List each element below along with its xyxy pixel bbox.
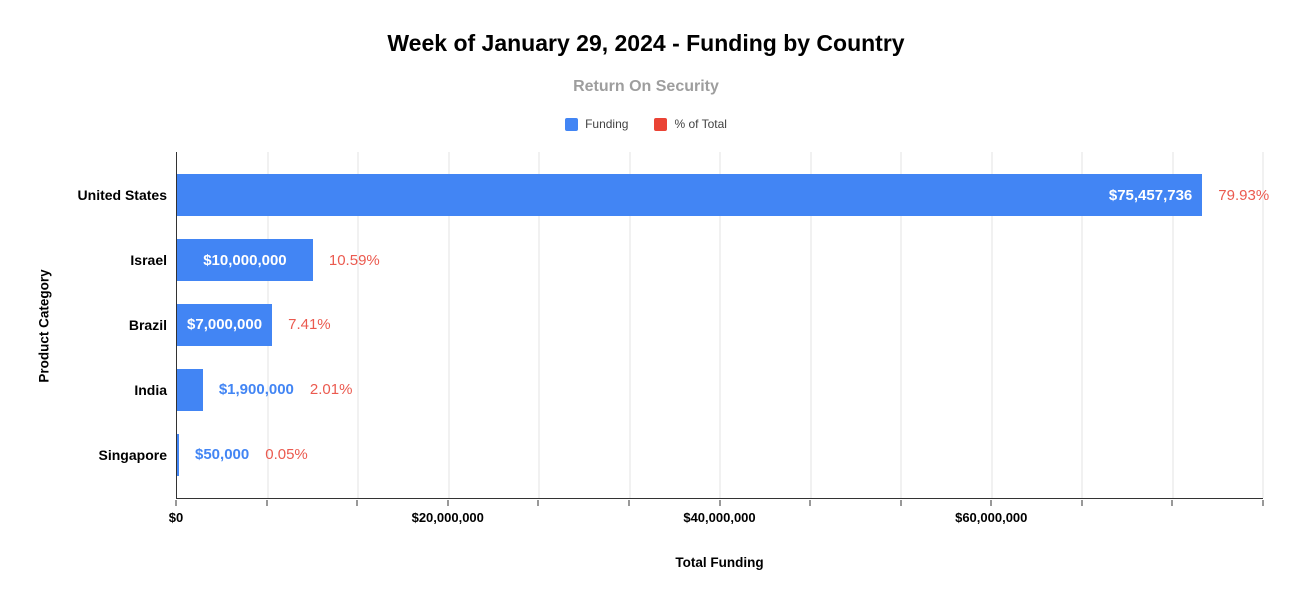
percent-label: 79.93% bbox=[1218, 186, 1270, 204]
tick-label: $60,000,000 bbox=[955, 510, 1028, 525]
chart-subtitle: Return On Security bbox=[573, 78, 719, 95]
tick-mark bbox=[447, 500, 449, 506]
tick-mark bbox=[537, 500, 539, 506]
tick-mark bbox=[266, 500, 268, 506]
x-axis-title: Total Funding bbox=[675, 555, 764, 570]
gridline bbox=[1262, 152, 1264, 498]
gridline bbox=[991, 152, 992, 498]
x-axis-tick-marks bbox=[175, 500, 1264, 506]
funding-bar: $10,000,000 bbox=[177, 239, 313, 282]
category-label: India bbox=[134, 381, 167, 398]
legend-label: Funding bbox=[585, 117, 629, 131]
legend-item: Funding bbox=[565, 117, 628, 131]
legend-item: % of Total bbox=[654, 117, 727, 131]
category-label: Singapore bbox=[98, 446, 167, 463]
funding-value-label: $1,900,000 bbox=[218, 381, 294, 399]
percent-label: 2.01% bbox=[309, 381, 353, 399]
category-label: United States bbox=[77, 187, 167, 204]
percent-label: 0.05% bbox=[265, 446, 308, 464]
bar-row: Singapore $50,000 0.05% bbox=[99, 422, 1263, 487]
funding-bar bbox=[177, 433, 179, 476]
funding-value-label: $10,000,000 bbox=[203, 251, 287, 269]
funding-bar: $75,457,736 bbox=[177, 174, 1203, 217]
funding-bar bbox=[177, 368, 203, 411]
tick-mark bbox=[628, 500, 630, 506]
gridline bbox=[719, 152, 721, 498]
category-label: Brazil bbox=[128, 316, 167, 333]
tick-mark bbox=[175, 500, 177, 506]
tick-mark bbox=[900, 500, 902, 506]
bar-row: Israel $10,000,000 10.59% bbox=[130, 228, 1263, 293]
percent-label: 7.41% bbox=[288, 316, 331, 334]
tick-mark bbox=[809, 500, 811, 506]
gridline bbox=[900, 152, 902, 498]
gridline bbox=[1172, 152, 1173, 498]
category-label: Israel bbox=[130, 252, 167, 269]
gridline bbox=[629, 152, 630, 498]
tick-mark bbox=[356, 500, 358, 506]
x-axis-tick-labels: $0 $20,000,000 $40,000,000 $60,000,000 bbox=[169, 510, 1263, 528]
gridline bbox=[810, 152, 811, 498]
tick-mark bbox=[1081, 500, 1083, 506]
gridline bbox=[1081, 152, 1083, 498]
legend-swatch-icon bbox=[565, 117, 579, 131]
legend: Funding % of Total bbox=[0, 117, 1292, 131]
chart-title: Week of January 29, 2024 - Funding by Co… bbox=[387, 30, 905, 56]
legend-label: % of Total bbox=[674, 117, 727, 131]
tick-mark bbox=[1262, 500, 1264, 506]
legend-swatch-icon bbox=[654, 117, 668, 131]
tick-label: $0 bbox=[168, 510, 184, 525]
funding-value-label: $50,000 bbox=[195, 446, 250, 464]
tick-label: $40,000,000 bbox=[683, 510, 756, 525]
plot-area: United States $75,457,736 79.93% Israel $10,… bbox=[78, 152, 1269, 499]
tick-label: $20,000,000 bbox=[411, 510, 484, 525]
gridline bbox=[357, 152, 359, 498]
gridline bbox=[448, 152, 449, 498]
bar-row: United States $75,457,736 79.93% bbox=[78, 163, 1269, 228]
tick-mark bbox=[719, 500, 720, 506]
funding-value-label: $75,457,736 bbox=[1108, 186, 1193, 204]
funding-value-label: $7,000,000 bbox=[187, 316, 263, 334]
bar-rows: United States $75,457,736 79.93% Israel $10,… bbox=[78, 152, 1269, 498]
percent-label: 10.59% bbox=[328, 251, 380, 269]
gridline bbox=[538, 152, 540, 498]
bar-row: India $1,900,000 2.01% bbox=[134, 357, 1263, 422]
tick-mark bbox=[1171, 500, 1173, 506]
tick-mark bbox=[990, 500, 992, 506]
funding-bar: $7,000,000 bbox=[177, 303, 273, 346]
bar-row: Brazil $7,000,000 7.41% bbox=[129, 293, 1263, 358]
